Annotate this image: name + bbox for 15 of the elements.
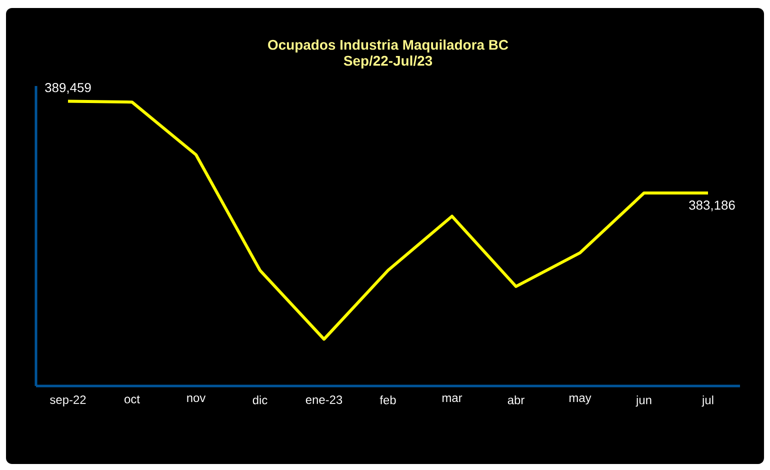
x-tick-label: jun [636, 396, 652, 407]
x-tick-label: mar [442, 396, 462, 402]
data-label: 383,186 [689, 200, 735, 212]
x-tick-label: abr [508, 396, 524, 404]
x-tick-label: feb [380, 396, 396, 404]
x-tick-label: nov [187, 396, 206, 402]
x-tick-label: sep-22 [50, 396, 86, 406]
x-tick-label: jul [702, 396, 714, 407]
x-tick-label: ene-23 [306, 396, 342, 404]
x-tick-label: dic [252, 396, 268, 404]
chart-subtitle: Sep/22-Jul/23 [344, 55, 432, 68]
data-label: 389,459 [45, 83, 91, 94]
x-tick-label: oct [124, 396, 140, 404]
chart-title: Ocupados Industria Maquiladora BC [268, 40, 508, 53]
x-tick-label: may [570, 396, 592, 404]
